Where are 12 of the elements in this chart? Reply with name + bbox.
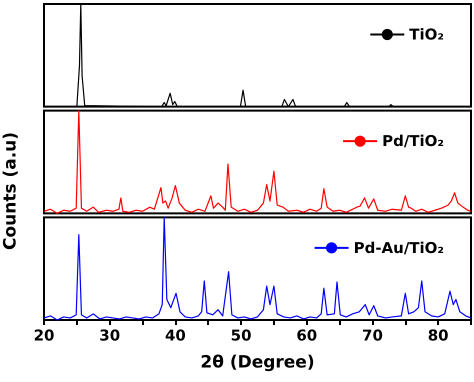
x-tick-label: 20: [34, 326, 54, 344]
x-tick-label: 60: [296, 326, 318, 344]
x-tick-label: 40: [164, 326, 186, 344]
x-tick-label: 30: [99, 326, 120, 344]
legend-label: Pd/TiO₂: [382, 132, 444, 150]
x-tick-label: 70: [362, 326, 383, 344]
x-tick-label: 50: [230, 326, 252, 344]
x-tick-label: 80: [428, 326, 449, 344]
legend-label: TiO₂: [409, 26, 444, 44]
x-axis-title: 2θ (Degree): [200, 352, 315, 372]
legend-label: Pd-Au/TiO₂: [354, 238, 444, 257]
y-axis-title: Counts (a.u): [0, 132, 20, 250]
